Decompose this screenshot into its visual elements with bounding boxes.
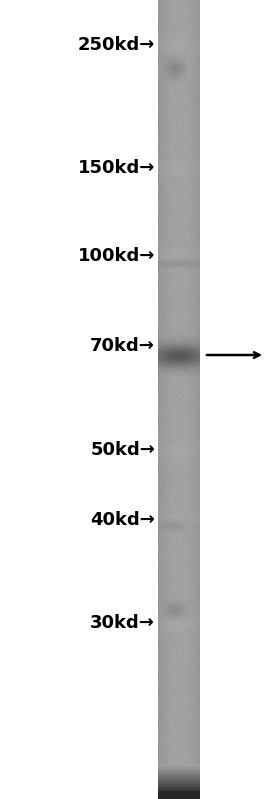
Text: 100kd→: 100kd→ [78, 247, 155, 265]
Text: www.TGAC.com: www.TGAC.com [65, 308, 85, 491]
Text: 30kd→: 30kd→ [90, 614, 155, 632]
Text: 70kd→: 70kd→ [90, 337, 155, 355]
Text: 50kd→: 50kd→ [90, 441, 155, 459]
Text: 250kd→: 250kd→ [78, 36, 155, 54]
Text: 150kd→: 150kd→ [78, 159, 155, 177]
Text: 40kd→: 40kd→ [90, 511, 155, 529]
